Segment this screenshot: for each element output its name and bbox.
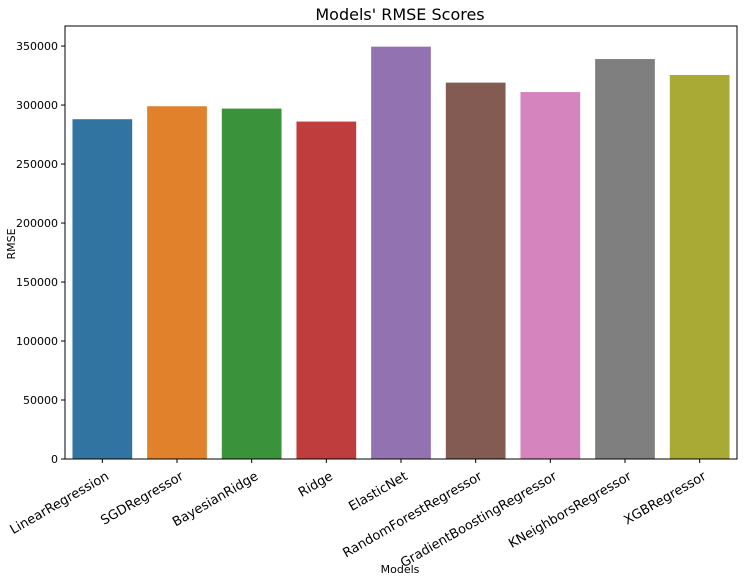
bar-kneighborsregressor [595,59,655,459]
x-tick-label: KNeighborsRegressor [506,469,635,552]
bar-sgdregressor [147,106,207,459]
y-tick-label: 300000 [16,99,58,112]
plot-frame [64,25,738,460]
y-tick-label: 200000 [16,217,58,230]
x-tick-label: RandomForestRegressor [340,469,485,561]
plot-area: 0 50000 100000 150000 200000 250000 300000 3500… [8,25,738,571]
x-tick-label: ElasticNet [346,469,410,515]
x-tick-label: XGBRegressor [621,469,709,529]
y-axis-label: RMSE [5,228,18,259]
y-tick-label: 150000 [16,276,58,289]
y-tick-label: 0 [51,453,58,466]
bar-linearregression [72,119,133,460]
bar-xgbregressor [669,74,730,460]
bar-elasticnet [371,46,431,460]
bar-randomforestregressor [445,82,506,459]
chart-title: Models' RMSE Scores [315,5,484,24]
x-tick-label: LinearRegression [8,469,112,538]
y-tick-label: 50000 [23,394,58,407]
x-tick-label: Ridge [296,469,336,501]
bar-ridge [296,121,357,459]
x-axis-label: Models [381,563,420,576]
y-tick-label: 250000 [16,158,58,171]
y-tick-label: 350000 [16,40,58,53]
y-tick-label: 100000 [16,335,58,348]
bar-bayesianridge [221,108,282,459]
bar-gradientboostingregressor [520,92,581,459]
